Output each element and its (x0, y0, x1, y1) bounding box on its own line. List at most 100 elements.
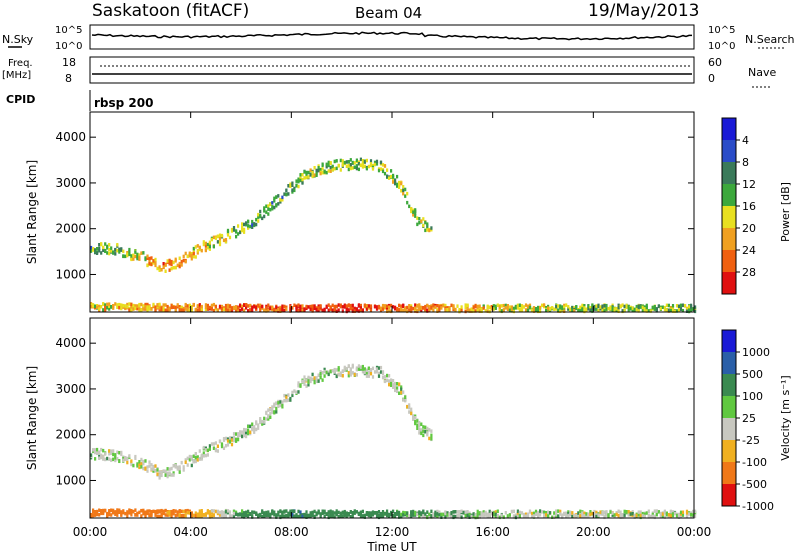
heatmap-cell (230, 227, 234, 232)
heatmap-cell (235, 306, 238, 310)
heatmap-cell (100, 455, 103, 460)
heatmap-cell (263, 209, 266, 213)
heatmap-cell (555, 307, 558, 311)
heatmap-cell (643, 514, 646, 519)
heatmap-cell (194, 255, 197, 259)
heatmap-cell (547, 306, 550, 310)
heatmap-cell (508, 513, 511, 517)
heatmap-cell (357, 162, 360, 166)
heatmap-cell (226, 233, 230, 237)
heatmap-cell (375, 305, 379, 309)
colorbar-swatch (722, 396, 736, 418)
heatmap-cell (639, 305, 642, 309)
heatmap-cell (381, 375, 385, 380)
heatmap-cell (289, 398, 292, 402)
heatmap-cell (317, 309, 320, 313)
heatmap-cell (357, 367, 360, 371)
heatmap-cell (410, 514, 413, 518)
heatmap-cell (468, 515, 471, 519)
heatmap-cell (106, 302, 109, 307)
heatmap-cell (426, 222, 429, 226)
heatmap-cell (188, 454, 191, 459)
cpid-value: rbsp 200 (94, 96, 153, 110)
heatmap-cell (305, 304, 308, 309)
heatmap-cell (478, 306, 481, 311)
nsearch-label: N.Search (745, 33, 795, 46)
heatmap-cell (351, 511, 354, 515)
heatmap-cell (379, 370, 383, 374)
heatmap-cell (458, 510, 461, 514)
heatmap-cell (255, 421, 258, 426)
heatmap-cell (587, 514, 590, 519)
heatmap-cell (583, 304, 586, 308)
heatmap-cell (186, 307, 189, 312)
heatmap-cell (114, 252, 117, 256)
heatmap-cell (98, 305, 101, 309)
heatmap-cell (430, 429, 433, 433)
heatmap-cell (146, 307, 149, 311)
heatmap-cell (347, 308, 350, 312)
heatmap-cell (583, 514, 586, 518)
heatmap-cell (257, 212, 260, 217)
heatmap-cell (206, 448, 209, 452)
heatmap-cell (375, 162, 379, 166)
heatmap-cell (134, 513, 137, 517)
heatmap-cell (671, 305, 675, 310)
heatmap-cell (281, 400, 284, 404)
heatmap-cell (140, 462, 143, 466)
heatmap-cell (279, 514, 282, 519)
heatmap-cell (259, 209, 262, 214)
heatmap-cell (122, 456, 125, 461)
heatmap-cell (128, 247, 131, 252)
heatmap-cell (516, 306, 519, 310)
heatmap-cell (114, 510, 117, 514)
heatmap-cell (309, 173, 312, 177)
heatmap-cell (281, 512, 284, 516)
colorbar-tick-label: 28 (742, 266, 756, 279)
colorbar-tick-label: 500 (742, 368, 763, 381)
heatmap-cell (287, 192, 290, 196)
colorbar-swatch (722, 484, 736, 506)
heatmap-cell (432, 514, 435, 518)
heatmap-cell (335, 374, 338, 379)
heatmap-cell (168, 467, 171, 471)
heatmap-cell (249, 430, 252, 434)
heatmap-cell (692, 307, 695, 311)
heatmap-cell (603, 308, 606, 313)
heatmap-cell (92, 510, 95, 514)
heatmap-cell (154, 509, 157, 514)
heatmap-cell (235, 439, 238, 443)
heatmap-cell (418, 304, 421, 308)
heatmap-cell (156, 472, 159, 476)
heatmap-cell (494, 512, 497, 517)
heatmap-cell (305, 175, 308, 180)
heatmap-cell (232, 432, 236, 436)
heatmap-cell (226, 303, 230, 308)
heatmap-cell (583, 306, 586, 310)
heatmap-cell (545, 511, 548, 515)
heatmap-cell (575, 306, 578, 311)
heatmap-cell (245, 303, 248, 307)
heatmap-cell (220, 307, 224, 311)
heatmap-cell (150, 256, 153, 260)
heatmap-cell (243, 308, 246, 313)
heatmap-cell (130, 305, 133, 309)
heatmap-cell (267, 207, 270, 211)
heatmap-cell (375, 159, 379, 164)
heatmap-cell (168, 262, 171, 266)
heatmap-cell (154, 261, 157, 265)
heatmap-cell (665, 511, 668, 515)
heatmap-cell (436, 304, 439, 308)
heatmap-cell (339, 514, 342, 519)
heatmap-cell (305, 515, 308, 519)
heatmap-cell (408, 304, 411, 308)
heatmap-cell (361, 165, 364, 169)
heatmap-cell (259, 513, 262, 517)
heatmap-cell (172, 305, 175, 309)
heatmap-cell (357, 303, 360, 307)
y-tick-label: 1000 (55, 473, 86, 487)
heatmap-cell (251, 427, 254, 432)
heatmap-cell (645, 305, 648, 310)
heatmap-cell (267, 204, 270, 208)
heatmap-cell (237, 432, 240, 436)
